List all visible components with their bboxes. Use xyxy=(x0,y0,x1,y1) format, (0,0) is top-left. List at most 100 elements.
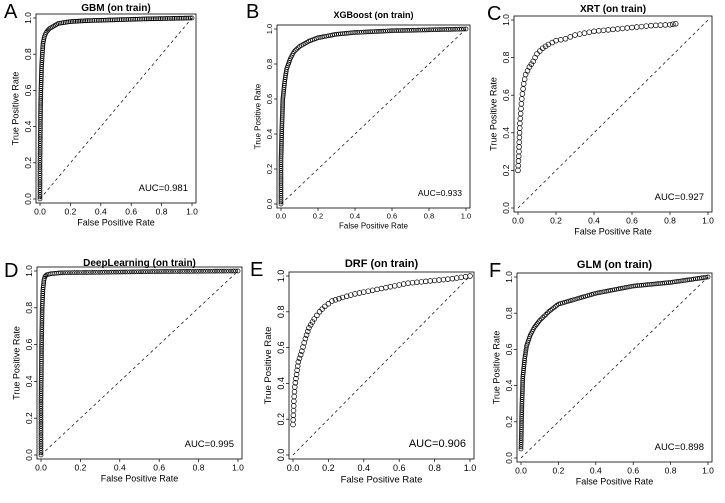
roc-point xyxy=(55,21,61,26)
roc-point xyxy=(138,16,144,22)
roc-point xyxy=(79,18,85,24)
roc-point xyxy=(398,28,404,33)
roc-point xyxy=(542,313,547,319)
roc-point xyxy=(166,269,171,274)
roc-point xyxy=(166,16,172,21)
roc-point xyxy=(303,332,310,338)
roc-point xyxy=(348,292,354,298)
roc-point xyxy=(383,28,388,34)
roc-point xyxy=(140,16,146,22)
roc-point xyxy=(570,297,576,303)
roc-point xyxy=(316,309,323,315)
roc-point xyxy=(380,28,386,34)
roc-point xyxy=(426,27,432,33)
y-tick-label: 1.0 xyxy=(23,12,33,24)
panel-f: F GLM (on train) 0.0 0.2 0.4 0.6 0.8 1.0 0.0 0.2 0… xyxy=(484,255,725,503)
roc-point xyxy=(629,24,635,31)
roc-point xyxy=(566,298,572,304)
roc-point xyxy=(42,276,47,281)
roc-point xyxy=(463,26,469,32)
roc-point xyxy=(38,426,44,431)
roc-point xyxy=(62,270,68,276)
x-tick-label: 0.6 xyxy=(125,207,137,217)
roc-chart: GBM (on train) 0.0 0.2 0.4 0.6 0.8 1.0 0.0 0.2 0.… xyxy=(11,3,199,228)
y-tick-label: 0.8 xyxy=(24,302,34,314)
x-tick-label: 1.0 xyxy=(702,466,714,476)
x-axis-label: False Positive Rate xyxy=(576,477,654,487)
roc-point xyxy=(217,268,222,274)
roc-point xyxy=(311,316,317,322)
roc-point xyxy=(519,96,525,102)
roc-point xyxy=(534,51,540,57)
roc-chart: XRT (on train) 0.0 0.2 0.4 0.6 0.8 1.0 0.0 0.2 0.… xyxy=(489,4,715,237)
roc-point xyxy=(170,16,176,21)
auc-label: AUC=0.981 xyxy=(139,183,188,194)
y-tick-label: 0.0 xyxy=(23,193,33,205)
y-tick-label: 0.2 xyxy=(501,164,511,176)
roc-point xyxy=(414,279,420,286)
roc-point xyxy=(392,283,398,289)
roc-point xyxy=(536,319,541,325)
roc-point xyxy=(423,278,429,285)
roc-point xyxy=(319,306,325,312)
roc-point xyxy=(106,269,112,275)
roc-point xyxy=(420,27,425,33)
roc-point xyxy=(361,29,367,35)
roc-point xyxy=(325,300,332,307)
y-tick-label: 0.2 xyxy=(265,164,274,174)
roc-point xyxy=(449,275,456,282)
panel-letter: B xyxy=(246,1,260,23)
roc-point xyxy=(537,48,543,54)
chart-title: XGBoost (on train) xyxy=(334,10,414,20)
roc-point xyxy=(110,17,115,23)
roc-point xyxy=(205,268,211,274)
x-axis-label: False Positive Rate xyxy=(341,475,423,486)
y-tick-label: 0.0 xyxy=(24,449,34,461)
roc-point xyxy=(290,412,297,419)
panel-d: D DeepLearning (on train) 0.0 0.2 0.4 0.6 0.8 1… xyxy=(0,255,244,503)
panel-letter: F xyxy=(489,260,502,282)
x-tick-label: 0.2 xyxy=(64,207,76,217)
roc-point xyxy=(38,417,44,423)
roc-point xyxy=(40,46,46,52)
roc-point xyxy=(88,270,94,275)
roc-point xyxy=(67,270,73,276)
diagonal-reference-line xyxy=(39,17,193,200)
roc-point xyxy=(38,443,44,449)
y-tick-label: 1.0 xyxy=(265,24,274,34)
roc-point xyxy=(515,158,522,164)
roc-point xyxy=(294,46,300,52)
panel-c: C XRT (on train) 0.0 0.2 0.4 0.6 0.8 1.0 0.0 0.2 0… xyxy=(484,0,725,250)
roc-point xyxy=(558,301,563,306)
roc-point xyxy=(111,269,117,275)
y-tick-label: 0.2 xyxy=(23,157,33,169)
roc-point xyxy=(357,29,362,35)
roc-point xyxy=(411,27,417,33)
y-tick-label: 0.6 xyxy=(501,89,511,101)
roc-point xyxy=(657,22,664,28)
roc-point xyxy=(97,17,103,23)
y-tick-label: 1.0 xyxy=(501,14,511,26)
plot-frame xyxy=(516,272,713,463)
roc-point xyxy=(365,288,371,294)
roc-point xyxy=(562,299,567,305)
roc-point xyxy=(437,27,443,32)
roc-point xyxy=(643,23,650,29)
roc-point xyxy=(343,293,350,300)
roc-point xyxy=(433,27,438,33)
roc-point xyxy=(109,269,114,275)
diagonal-reference-line xyxy=(517,19,709,209)
chart-title: DeepLearning (on train) xyxy=(83,258,196,269)
x-axis-label: False Positive Rate xyxy=(77,218,155,228)
roc-point xyxy=(136,16,142,22)
roc-point xyxy=(152,16,158,22)
roc-point xyxy=(533,322,539,328)
roc-point xyxy=(436,277,442,283)
y-tick-label: 1.0 xyxy=(504,271,514,283)
roc-point xyxy=(356,290,363,296)
roc-point xyxy=(516,130,523,136)
roc-point xyxy=(585,293,590,299)
roc-point xyxy=(705,274,711,280)
roc-point xyxy=(703,274,709,280)
roc-point xyxy=(648,22,654,29)
